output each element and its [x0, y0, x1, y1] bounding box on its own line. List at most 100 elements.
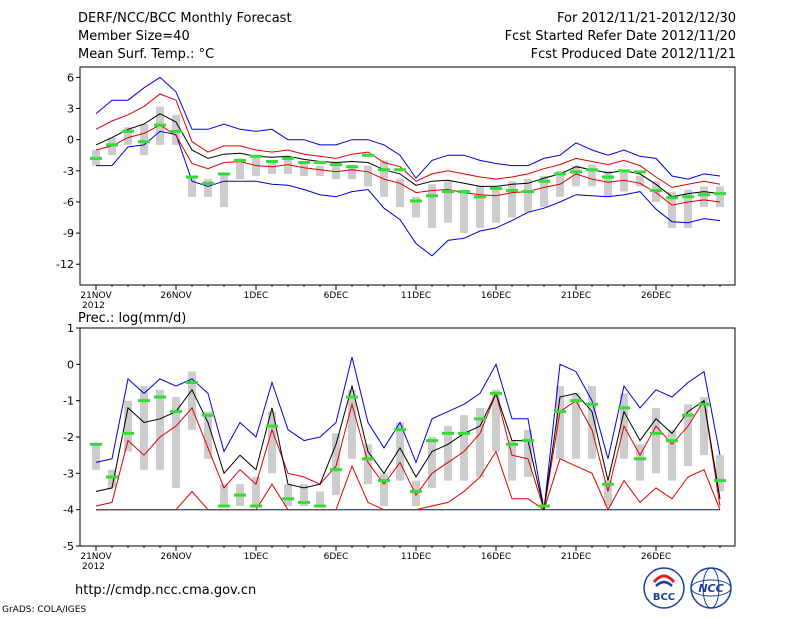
median-marker: [298, 500, 310, 504]
box: [204, 411, 212, 459]
median-marker: [474, 195, 486, 199]
median-marker: [362, 457, 374, 461]
x-tick-label: 1DEC: [244, 291, 269, 301]
spread-lower-line: [95, 124, 721, 206]
median-marker: [490, 186, 502, 190]
y-tick-label: 0: [67, 134, 74, 147]
median-marker: [234, 158, 246, 162]
ens-max-line: [95, 76, 721, 180]
median-marker: [682, 195, 694, 199]
median-marker: [298, 161, 310, 165]
median-marker: [90, 442, 102, 446]
x-tick-label: 1DEC: [244, 552, 269, 562]
median-marker: [570, 399, 582, 403]
median-marker: [538, 504, 550, 508]
median-marker: [586, 402, 598, 406]
box: [556, 386, 564, 459]
median-marker: [506, 189, 518, 193]
box: [236, 158, 244, 180]
precipitation-panel: 1 0 -1 -2 -3 -4 -5 21NOV 26NOV 1DEC 6DEC 11DEC 16DEC…: [63, 311, 736, 572]
box: [140, 386, 148, 470]
box: [700, 186, 708, 208]
box: [108, 469, 116, 488]
x-tick-label: 26NOV: [160, 552, 192, 562]
median-marker: [106, 475, 118, 479]
ncc-logo-text: NCC: [698, 582, 723, 595]
median-marker: [410, 490, 422, 493]
x-tick-label: 16DEC: [481, 552, 511, 562]
source-url[interactable]: http://cmdp.ncc.cma.gov.cn: [75, 583, 257, 598]
fcst-produced-label: Fcst Produced Date 2012/11/21: [530, 47, 736, 62]
median-marker: [666, 196, 678, 200]
median-marker: [538, 179, 550, 183]
median-marker: [250, 154, 262, 158]
box: [300, 162, 308, 176]
x-year-label: 2012: [82, 301, 105, 311]
median-marker: [202, 181, 214, 185]
median-marker: [90, 156, 102, 160]
x-tick-label: 11DEC: [401, 291, 431, 301]
box: [300, 484, 308, 507]
median-marker: [506, 442, 518, 446]
median-marker: [218, 172, 230, 176]
median-marker: [314, 161, 326, 165]
box: [348, 165, 356, 180]
median-marker: [426, 194, 438, 198]
box: [124, 400, 132, 452]
box: [364, 165, 372, 187]
median-marker: [698, 402, 710, 406]
median-marker: [618, 169, 630, 173]
median-marker: [458, 190, 470, 194]
box: [140, 124, 148, 156]
box: [188, 176, 196, 197]
median-marker: [378, 168, 390, 172]
box: [412, 480, 420, 507]
box: [124, 127, 132, 145]
box: [220, 484, 228, 507]
x-tick-label: 11DEC: [401, 552, 431, 562]
box: [396, 179, 404, 208]
median-marker: [122, 129, 134, 133]
bcc-logo-text: BCC: [653, 592, 675, 603]
y-tick-label: 6: [67, 71, 74, 84]
box: [252, 476, 260, 507]
box: [588, 386, 596, 459]
median-marker: [442, 431, 454, 435]
box: [380, 473, 388, 507]
box: [428, 184, 436, 228]
median-marker: [330, 468, 342, 472]
x-tick-label: 26NOV: [160, 291, 192, 301]
box: [460, 415, 468, 481]
box: [428, 437, 436, 488]
x-tick-label: 6DEC: [324, 552, 349, 562]
box: [444, 426, 452, 481]
spread-upper-line: [95, 391, 721, 510]
box: [316, 165, 324, 176]
median-marker: [266, 424, 278, 428]
box: [668, 191, 676, 228]
box: [188, 371, 196, 430]
temperature-variable-label: Mean Surf. Temp.: °C: [78, 47, 215, 62]
temperature-panel: 6 3 0 -3 -6 -9 -12 21NOV 26NOV 1DEC 6DEC 11DEC 16DEC…: [56, 66, 736, 311]
x-tick-label: 26DEC: [641, 291, 671, 301]
median-marker: [554, 172, 566, 176]
median-marker: [442, 190, 454, 194]
box: [460, 191, 468, 234]
box: [364, 444, 372, 485]
bcc-logo: BCC: [643, 567, 685, 609]
box: [284, 158, 292, 174]
box: [492, 389, 500, 452]
median-marker: [682, 413, 694, 417]
median-marker: [394, 168, 406, 172]
median-marker: [602, 175, 614, 179]
box: [540, 176, 548, 208]
median-marker: [314, 504, 326, 508]
plot-frame: [79, 66, 736, 286]
y-tick-label: 3: [67, 103, 74, 116]
box: [508, 181, 516, 218]
box: [524, 429, 532, 477]
box: [716, 186, 724, 208]
x-tick-label: 21DEC: [561, 552, 591, 562]
x-tick-label: 26DEC: [641, 552, 671, 562]
